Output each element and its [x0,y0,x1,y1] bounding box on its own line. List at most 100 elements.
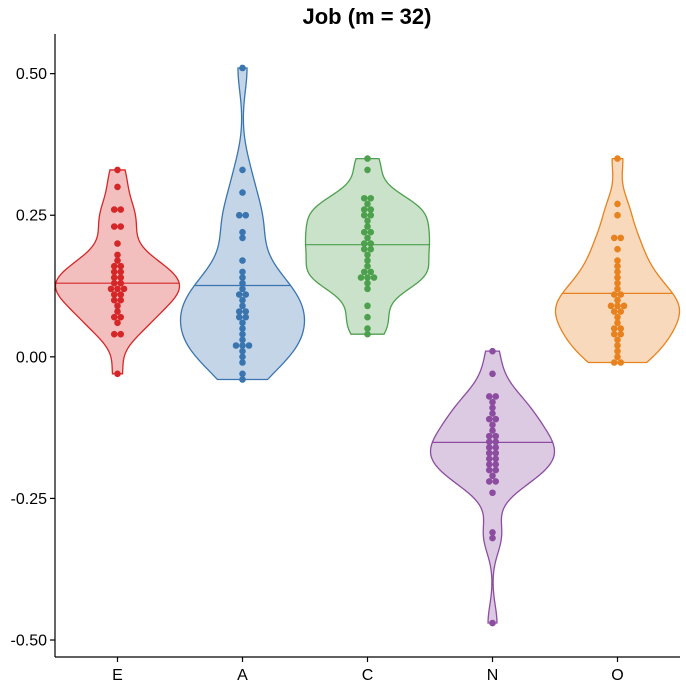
data-point-E [117,313,125,321]
data-point-E [114,308,121,315]
data-point-O [610,359,618,366]
data-point-A [239,274,246,281]
violin-C [304,157,431,335]
data-point-A [239,234,246,242]
data-point-E [110,279,118,287]
data-point-E [120,285,128,293]
data-point-C [364,234,371,242]
data-point-C [364,285,371,293]
data-point-N [489,370,496,378]
data-point-N [492,455,500,463]
data-point-E [114,166,121,174]
data-point-A [239,336,246,344]
data-point-N [485,393,493,400]
data-point-N [485,466,493,474]
x-tick-label-O: O [611,667,623,684]
data-point-C [364,166,371,174]
data-point-E [117,223,125,230]
data-point-N [492,393,500,400]
chart-title: Job (m = 32) [303,4,432,29]
data-point-E [117,262,125,270]
data-point-E [117,296,125,304]
data-point-O [614,211,621,219]
data-point-N [485,438,493,446]
data-point-C [357,274,365,281]
data-point-N [489,534,496,542]
data-point-C [367,228,375,236]
data-point-C [364,274,371,281]
data-point-C [360,240,368,247]
data-point-C [367,240,375,247]
data-point-C [364,257,371,264]
data-point-A [239,296,246,304]
data-point-E [114,240,121,247]
data-point-E [114,251,121,259]
data-point-O [614,319,621,327]
data-point-O [607,302,615,310]
data-point-C [367,268,375,276]
data-point-A [235,291,243,298]
data-point-C [367,194,375,202]
data-point-A [235,308,243,315]
data-point-E [117,279,125,287]
data-point-C [360,206,368,213]
y-tick-label: 0.00 [16,349,47,366]
data-point-A [242,308,250,315]
data-point-C [364,262,371,270]
data-point-O [617,359,625,366]
data-point-O [614,268,621,276]
data-point-O [614,353,621,361]
data-point-O [614,279,621,287]
data-point-A [239,359,246,366]
data-point-C [367,211,375,219]
data-point-O [617,330,625,338]
data-point-O [614,296,621,304]
data-point-E [110,262,118,270]
data-point-E [110,274,118,281]
data-point-A [242,313,250,321]
data-point-C [360,245,368,253]
data-point-E [110,296,118,304]
data-point-A [239,330,246,338]
data-point-O [614,313,621,321]
axes: 0.50 0.25 0.00 -0.25 -0.50 E A C N O [11,34,680,684]
data-point-C [364,313,371,321]
data-point-C [360,228,368,236]
data-point-C [364,200,371,208]
data-point-N [489,427,496,434]
data-point-O [610,330,618,338]
data-point-N [492,415,500,423]
data-point-A [245,342,253,349]
data-point-A [239,302,246,310]
data-point-E [114,285,121,293]
data-point-O [614,262,621,270]
x-tick-label-C: C [362,667,374,684]
data-point-E [110,330,118,338]
data-point-N [485,461,493,468]
data-point-N [489,410,496,417]
data-point-E [110,223,118,230]
data-point-N [492,438,500,446]
data-point-A [239,325,246,332]
data-point-N [489,347,496,355]
data-point-O [617,234,625,242]
data-point-A [239,257,246,264]
data-point-C [364,279,371,287]
data-point-O [614,155,621,162]
data-point-E [114,257,121,264]
data-point-A [239,370,246,378]
data-point-O [614,302,621,310]
data-point-A [239,376,246,383]
data-point-N [492,466,500,474]
data-point-O [617,308,625,315]
data-point-N [485,415,493,423]
data-point-C [364,217,371,225]
data-point-N [485,455,493,463]
data-point-E [117,291,125,298]
data-point-O [614,285,621,293]
data-point-N [489,404,496,412]
data-point-N [489,489,496,497]
data-point-A [239,342,246,349]
data-point-E [110,206,118,213]
